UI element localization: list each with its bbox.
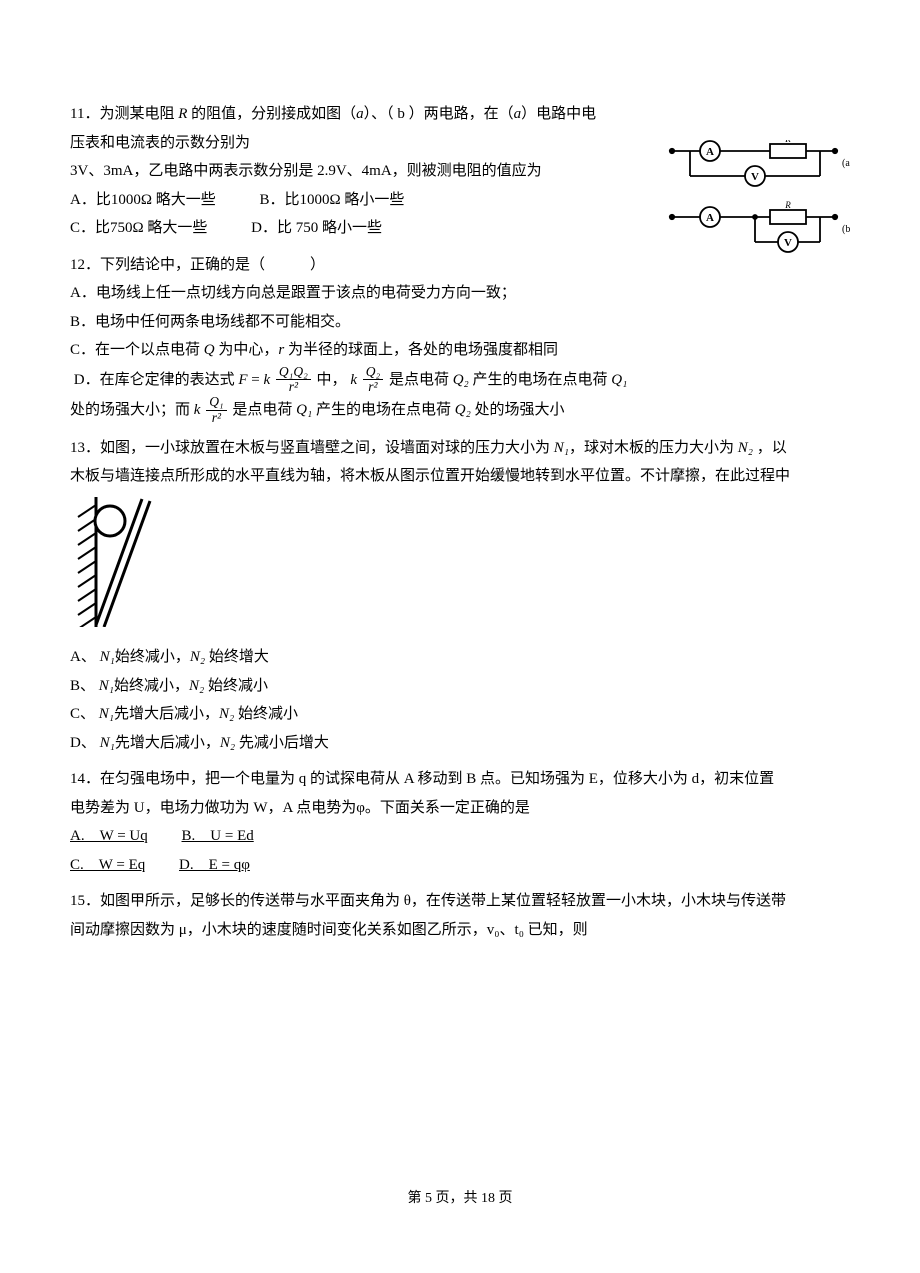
q14-opt-c: C. W = Eq [70,857,145,873]
q12-opt-d: D．在库仑定律的表达式 F = k Q₁Q₂r² 中， k Q₂r² 是点电荷 … [70,365,850,396]
question-12: 12．下列结论中，正确的是（ ） A．电场线上任一点切线方向总是跟置于该点的电荷… [70,251,850,426]
svg-text:V: V [784,237,792,249]
q14-opts-row2: C. W = Eq D. E = qφ [70,851,850,880]
q14-opts-row1: A. W = Uq B. U = Ed [70,822,850,851]
q12-opt-c: C．在一个以点电荷 Q 为中心，r 为半径的球面上，各处的电场强度都相同 [70,336,850,365]
q11-stem: 11．为测某电阻 R 的阻值，分别接成如图（a）、（ b ）两电路，在（a）电路… [70,106,596,151]
q11-opt-d: D．比 750 略小一些 [251,214,382,243]
q14-opt-d: D. E = qφ [179,857,250,873]
svg-text:R: R [784,140,791,144]
q13-opt-c: C、 N₁先增大后减小，N₂ 始终减小 [70,700,850,729]
q11-opts-row1: A．比1000Ω 略大一些 B．比1000Ω 略小一些 [70,186,610,215]
circuit-diagram: R A V (a) R A [660,140,850,270]
q13-stem: 13．如图，一小球放置在木板与竖直墙壁之间，设墙面对球的压力大小为 N₁，球对木… [70,434,850,463]
page-footer: 第 5 页，共 18 页 [0,1186,920,1213]
q13-opt-b: B、 N₁始终减小，N₂ 始终减小 [70,672,850,701]
q13-line2: 木板与墙连接点所形成的水平直线为轴，将木板从图示位置开始缓慢地转到水平位置。不计… [70,462,850,491]
svg-text:A: A [706,212,714,224]
q14-opt-b: B. U = Ed [182,828,254,844]
svg-text:V: V [751,171,759,183]
question-15: 15．如图甲所示，足够长的传送带与水平面夹角为 θ，在传送带上某位置轻轻放置一小… [70,887,850,944]
q15-stem: 15．如图甲所示，足够长的传送带与水平面夹角为 θ，在传送带上某位置轻轻放置一小… [70,887,850,916]
svg-text:(a): (a) [842,158,850,169]
q11-opt-a: A．比1000Ω 略大一些 [70,186,216,215]
q12-opt-b: B．电场中任何两条电场线都不可能相交。 [70,308,850,337]
q12-opt-a: A．电场线上任一点切线方向总是跟置于该点的电荷受力方向一致； [70,279,850,308]
question-14: 14．在匀强电场中，把一个电量为 q 的试探电荷从 A 移动到 B 点。已知场强… [70,765,850,879]
q14-line2: 电势差为 U，电场力做功为 W，A 点电势为φ。下面关系一定正确的是 [70,794,850,823]
svg-text:R: R [784,200,791,210]
q14-stem: 14．在匀强电场中，把一个电量为 q 的试探电荷从 A 移动到 B 点。已知场强… [70,765,850,794]
svg-text:(b): (b) [842,224,850,235]
q11-line2: 3V、3mA，乙电路中两表示数分别是 2.9V、4mA，则被测电阻的值应为 [70,157,610,186]
ball-wall-diagram [70,497,180,627]
q11-opts-row2: C．比750Ω 略大一些 D．比 750 略小一些 [70,214,610,243]
question-13: 13．如图，一小球放置在木板与竖直墙壁之间，设墙面对球的压力大小为 N₁，球对木… [70,434,850,758]
svg-text:A: A [706,146,714,158]
q14-opt-a: A. W = Uq [70,828,148,844]
q12-line2: 处的场强大小；而 k Q₁r² 是点电荷 Q₁ 产生的电场在点电荷 Q₂ 处的场… [70,395,850,426]
q11-opt-c: C．比750Ω 略大一些 [70,214,207,243]
q15-line2: 间动摩擦因数为 μ，小木块的速度随时间变化关系如图乙所示，v₀、t₀ 已知，则 [70,916,850,945]
q13-opt-d: D、 N₁先增大后减小，N₂ 先减小后增大 [70,729,850,758]
q13-opt-a: A、 N₁始终减小，N₂ 始终增大 [70,643,850,672]
q11-opt-b: B．比1000Ω 略小一些 [259,186,404,215]
